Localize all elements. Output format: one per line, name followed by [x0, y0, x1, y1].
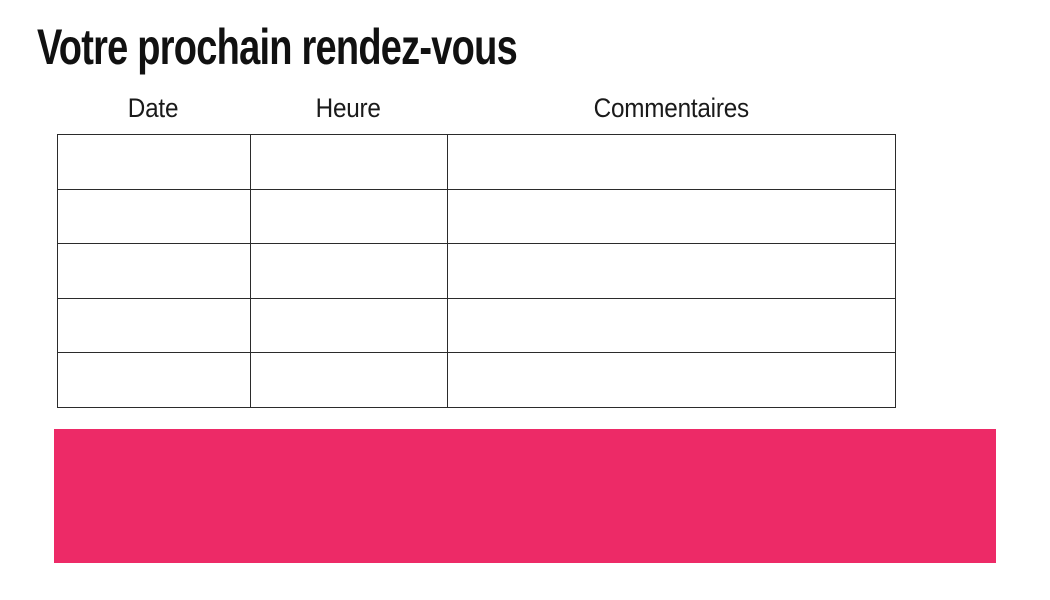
cell-commentaires [447, 297, 896, 354]
page-title: Votre prochain rendez-vous [37, 22, 669, 72]
table-row [57, 134, 896, 190]
cell-date [57, 188, 251, 245]
cell-date [57, 352, 251, 408]
cell-date [57, 297, 251, 354]
cell-heure [250, 297, 448, 354]
appointments-table [57, 134, 896, 408]
cell-date [57, 243, 251, 299]
cell-heure [250, 243, 448, 299]
cell-heure [250, 134, 448, 190]
table-row [57, 243, 896, 299]
cell-commentaires [447, 188, 896, 245]
column-header-commentaires: Commentaires [593, 93, 749, 123]
highlight-banner [54, 429, 996, 563]
column-header-heure: Heure [315, 93, 382, 123]
cell-commentaires [447, 352, 896, 408]
cell-heure [250, 188, 448, 245]
cell-commentaires [447, 243, 896, 299]
column-header-date: Date [128, 93, 179, 123]
cell-heure [250, 352, 448, 408]
table-row [57, 297, 896, 354]
table-header-row: Date Heure Commentaires [57, 92, 895, 126]
table-row [57, 188, 896, 245]
table-row [57, 352, 896, 408]
cell-date [57, 134, 251, 190]
page-title-text: Votre prochain rendez-vous [37, 19, 518, 75]
cell-commentaires [447, 134, 896, 190]
